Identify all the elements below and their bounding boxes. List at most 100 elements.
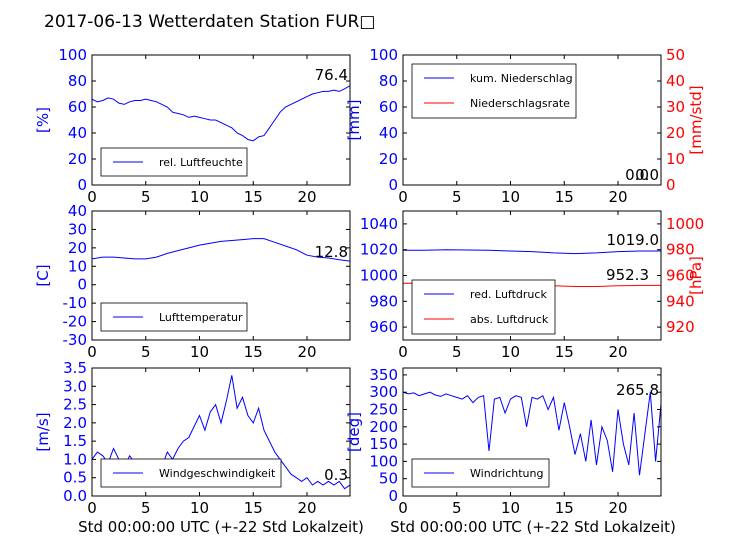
x-axis-label-right: Std 00:00:00 UTC (+-22 Std Lokalzeit) <box>390 518 676 536</box>
y-tick-label: 3.5 <box>63 359 87 377</box>
y-tick-label: 1040 <box>360 215 398 233</box>
legend-entry: Windgeschwindigkeit <box>159 467 276 480</box>
plot-frame <box>402 54 662 186</box>
x-tick-label: 15 <box>244 499 263 517</box>
y-tick-label: 1020 <box>360 241 398 259</box>
chart-panel-temperature: 0 5 10 15 20-30-20-10010203040[C]Lufttempera… <box>34 202 351 361</box>
y2-tick-label: 980 <box>666 241 695 259</box>
x-tick-label: 15 <box>244 343 263 361</box>
y-tick-label: 50 <box>379 470 398 488</box>
x-tick-label: 20 <box>297 188 316 206</box>
last-value-label: 265.8 <box>616 381 659 399</box>
x-tick-label: 10 <box>190 188 209 206</box>
y-axis-label: [mm] <box>345 100 363 141</box>
last-value-label: 1019.0 <box>607 231 660 249</box>
y-tick-label: 960 <box>369 318 398 336</box>
x-tick-label: 0 <box>398 343 408 361</box>
series-line-winddirection-0 <box>403 391 661 476</box>
y2-tick-label: 940 <box>666 292 695 310</box>
y-tick-label: 1000 <box>360 267 398 285</box>
chart-panel-windspeed: 0 5 10 15 20 0.00.51.01.52.02.53.03.5 [m/s] Win… <box>34 359 351 517</box>
y-tick-label: -20 <box>63 313 88 331</box>
y-tick-label: 2.0 <box>63 414 87 432</box>
last-value-label: 0.0 <box>635 166 659 184</box>
x-tick-label: 0 <box>87 499 97 517</box>
x-tick-label: 5 <box>452 499 462 517</box>
y-tick-label: 100 <box>58 46 87 64</box>
x-tick-label: 5 <box>141 188 151 206</box>
x-tick-label: 20 <box>608 188 627 206</box>
y-tick-label: 350 <box>369 366 398 384</box>
last-value-label: 76.4 <box>315 66 348 84</box>
y-tick-label: 100 <box>369 46 398 64</box>
y-tick-label: 80 <box>379 72 398 90</box>
legend-entry: red. Luftdruck <box>470 288 547 301</box>
last-value-label-2: 952.3 <box>606 266 649 284</box>
x-axis-label-left: Std 00:00:00 UTC (+-22 Std Lokalzeit) <box>78 518 364 536</box>
y2-tick-label: 50 <box>666 46 685 64</box>
y-tick-label: 20 <box>379 150 398 168</box>
x-tick-label: 20 <box>608 343 627 361</box>
chart-panel-humidity: 0 5 10 15 20 0 20 40 60 80 100 [%] rel. Luftfeuchte 7… <box>34 46 351 206</box>
y-tick-label: 2.5 <box>63 396 87 414</box>
x-tick-label: 20 <box>297 499 316 517</box>
y-tick-label: 40 <box>379 124 398 142</box>
x-tick-label: 10 <box>501 499 520 517</box>
x-tick-label: 10 <box>501 188 520 206</box>
y-axis-label: [m/s] <box>34 412 52 451</box>
legend-entry: abs. Luftdruck <box>470 313 549 326</box>
series-line-temperature-0 <box>92 238 350 262</box>
last-value-label: 0.3 <box>324 466 348 484</box>
y-tick-label: 100 <box>369 452 398 470</box>
x-tick-label: 5 <box>141 343 151 361</box>
x-tick-label: 15 <box>555 343 574 361</box>
y-tick-label: 60 <box>68 98 87 116</box>
legend-entry: Niederschlagsrate <box>470 97 570 110</box>
y-axis-label: [C] <box>34 264 52 286</box>
y2-axis-label: [hPa] <box>687 256 705 295</box>
y-tick-label: -30 <box>63 331 88 349</box>
y-tick-label: 150 <box>369 435 398 453</box>
x-tick-label: 20 <box>297 343 316 361</box>
plot-frame <box>91 367 351 497</box>
x-tick-label: 10 <box>501 343 520 361</box>
series-line-humidity-0 <box>92 85 350 142</box>
last-value-label: 12.8 <box>315 243 348 261</box>
y-tick-label: 40 <box>68 202 87 220</box>
y-axis-label: [deg] <box>345 412 363 452</box>
y2-tick-label: 10 <box>666 150 685 168</box>
y-tick-label: 0 <box>77 176 87 194</box>
x-tick-label: 10 <box>190 343 209 361</box>
legend-entry: kum. Niederschlag <box>470 72 573 85</box>
y2-axis-label: [mm/std] <box>687 85 705 154</box>
legend-box <box>411 279 556 335</box>
y-tick-label: -10 <box>63 294 88 312</box>
y-tick-label: 0 <box>388 176 398 194</box>
y2-tick-label: 30 <box>666 98 685 116</box>
x-tick-label: 5 <box>452 188 462 206</box>
y2-tick-label: 0 <box>666 176 676 194</box>
x-tick-label: 20 <box>608 499 627 517</box>
series-line-pressure-0 <box>403 249 661 255</box>
y-tick-label: 60 <box>379 98 398 116</box>
plot-frame <box>91 210 351 341</box>
y-tick-label: 200 <box>369 418 398 436</box>
y-tick-label: 980 <box>369 292 398 310</box>
x-tick-label: 0 <box>398 188 408 206</box>
x-tick-label: 0 <box>398 499 408 517</box>
x-tick-label: 15 <box>244 188 263 206</box>
plot-frame <box>91 54 351 186</box>
y-tick-label: 40 <box>68 124 87 142</box>
y-tick-label: 300 <box>369 383 398 401</box>
y2-tick-label: 960 <box>666 267 695 285</box>
y-tick-label: 30 <box>68 220 87 238</box>
x-tick-label: 0 <box>87 343 97 361</box>
y-tick-label: 1.0 <box>63 450 87 468</box>
y2-tick-label: 20 <box>666 124 685 142</box>
y-tick-label: 10 <box>68 257 87 275</box>
y-tick-label: 1.5 <box>63 432 87 450</box>
legend-entry: Windrichtung <box>470 467 543 480</box>
x-tick-label: 10 <box>190 499 209 517</box>
chart-panel-pressure: 0 5 10 15 20 960 980 1000 1020 1040 920 940 960 980 10… <box>360 210 705 361</box>
y-axis-label: [%] <box>34 107 52 133</box>
